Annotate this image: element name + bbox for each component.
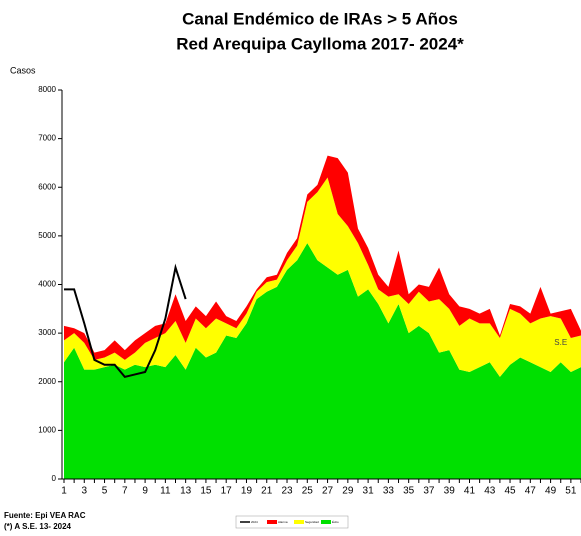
- y-tick-label: 0: [52, 474, 57, 483]
- x-tick-label: 11: [160, 486, 171, 497]
- x-tick-label: 51: [565, 486, 577, 497]
- chart-title: Canal Endémico de IRAs > 5 Años: [182, 9, 458, 28]
- source: Fuente: Epi VEA RAC: [4, 511, 86, 520]
- x-tick-label: 19: [241, 486, 253, 497]
- x-tick-label: 41: [464, 486, 476, 497]
- legend-label: Éxito: [332, 519, 339, 524]
- area-1: [64, 177, 581, 377]
- legend-label: Alarma: [278, 520, 288, 524]
- x-tick-label: 15: [200, 486, 212, 497]
- x-tick-label: 13: [180, 486, 192, 497]
- y-tick-label: 4000: [38, 280, 56, 289]
- x-tick-label: 21: [261, 486, 273, 497]
- x-tick-label: 49: [545, 486, 557, 497]
- x-tick-label: 33: [383, 486, 395, 497]
- legend-swatch: [321, 520, 331, 524]
- x-tick-label: 9: [142, 486, 148, 497]
- y-tick-label: 3000: [38, 328, 56, 337]
- x-tick-label: 5: [102, 486, 108, 497]
- x-tick-label: 47: [525, 486, 537, 497]
- chart-subtitle: Red Arequipa Caylloma 2017- 2024*: [176, 34, 464, 53]
- line-2024: [64, 263, 187, 379]
- y-axis-label: Casos: [10, 65, 36, 75]
- legend-swatch: [267, 520, 277, 524]
- x-tick-label: 25: [302, 486, 314, 497]
- x-tick-label: 7: [122, 486, 128, 497]
- y-tick-label: 2000: [38, 377, 56, 386]
- note: (*) A S.E. 13- 2024: [4, 522, 72, 531]
- x-tick-label: 45: [504, 486, 516, 497]
- y-tick-label: 7000: [38, 134, 56, 143]
- y-tick-label: 5000: [38, 231, 56, 240]
- legend-swatch: [294, 520, 304, 524]
- legend-label: 2024: [251, 520, 258, 524]
- x-tick-label: 43: [484, 486, 496, 497]
- annotation: S.E: [554, 338, 567, 347]
- x-tick-label: 37: [423, 486, 435, 497]
- x-tick-label: 27: [322, 486, 334, 497]
- x-tick-label: 1: [61, 486, 67, 497]
- x-tick-label: 17: [221, 486, 233, 497]
- y-tick-label: 6000: [38, 182, 56, 191]
- area-2: [64, 155, 581, 360]
- y-tick-label: 8000: [38, 85, 56, 94]
- x-tick-label: 39: [444, 486, 456, 497]
- area-0: [64, 243, 581, 479]
- y-tick-label: 1000: [38, 425, 56, 434]
- x-tick-label: 23: [281, 486, 293, 497]
- x-tick-label: 29: [342, 486, 354, 497]
- x-tick-label: 35: [403, 486, 415, 497]
- legend-box: [235, 515, 349, 529]
- x-tick-label: 3: [81, 486, 87, 497]
- legend-label: Seguridad: [305, 520, 319, 524]
- x-tick-label: 31: [363, 486, 375, 497]
